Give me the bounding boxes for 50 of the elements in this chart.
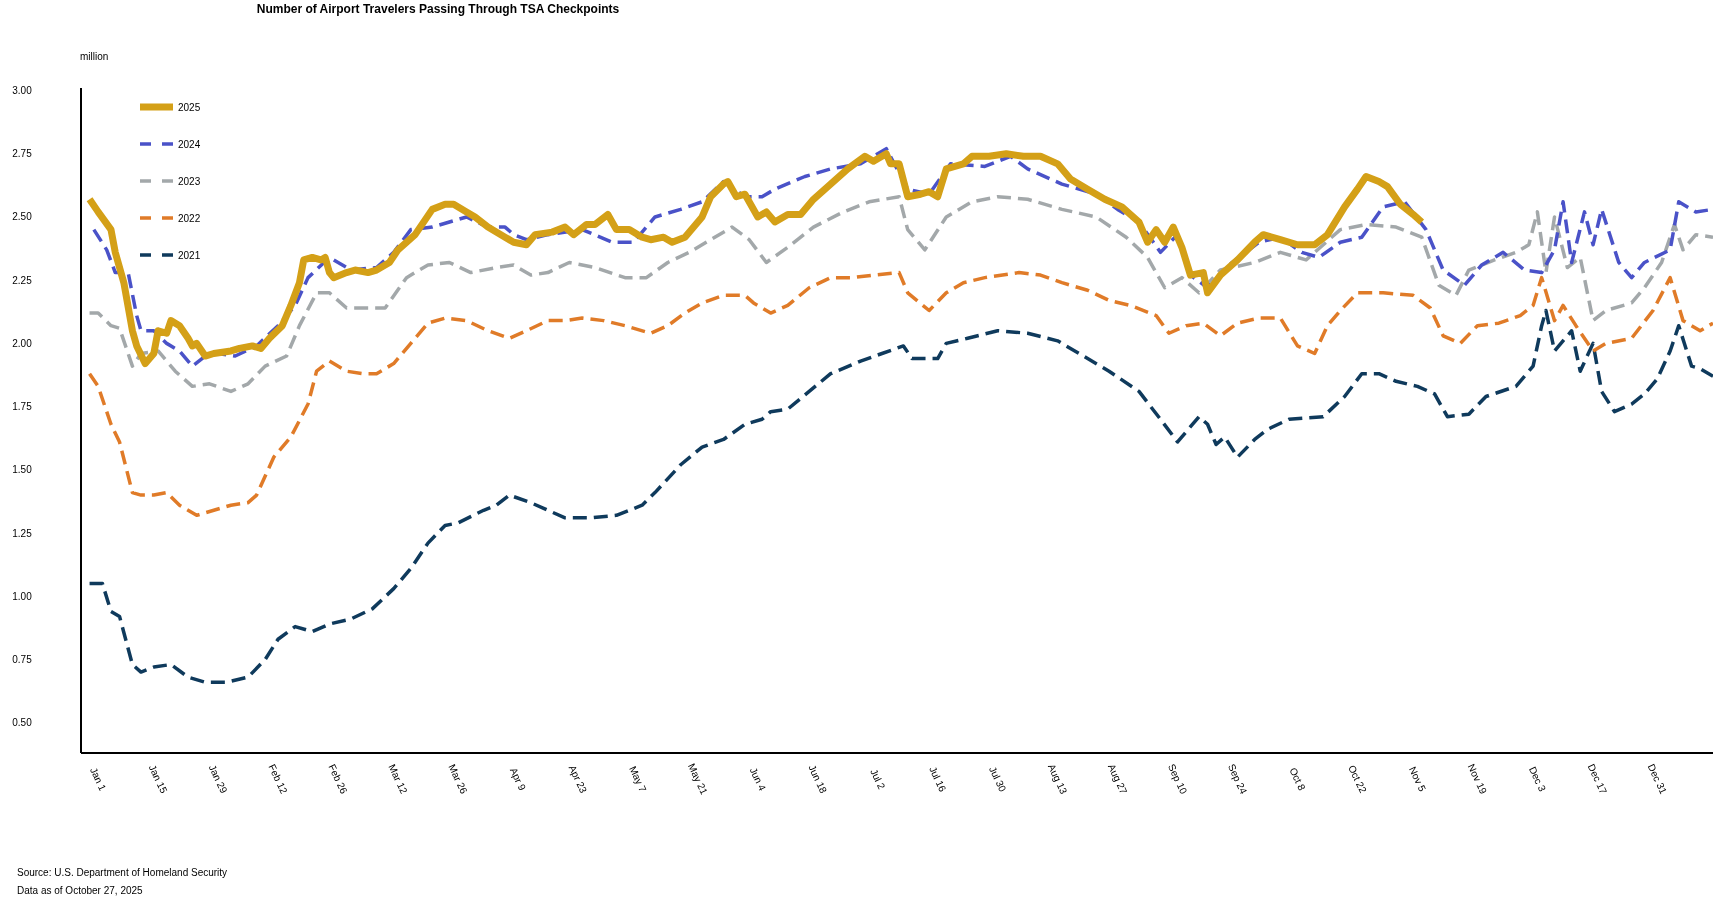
legend-label: 2022 — [178, 212, 201, 224]
x-tick-label: Oct 8 — [1287, 765, 1308, 793]
x-tick-label: Jan 1 — [87, 765, 109, 793]
x-tick-label: May 21 — [685, 761, 710, 797]
legend-label: 2025 — [178, 101, 201, 113]
x-tick-label: Jul 30 — [987, 764, 1009, 794]
source-note: Source: U.S. Department of Homeland Security — [17, 867, 228, 878]
y-tick-label: 0.75 — [12, 653, 33, 665]
y-tick-label: 1.25 — [12, 527, 33, 539]
x-tick-label: Jan 29 — [206, 763, 230, 796]
x-tick-label: Mar 12 — [386, 762, 410, 796]
x-tick-label: Apr 23 — [566, 763, 590, 796]
x-tick-label: Feb 12 — [266, 762, 290, 796]
x-tick-label: Dec 3 — [1526, 764, 1549, 794]
y-tick-label: 0.50 — [12, 717, 33, 729]
y-axis-title: million — [80, 51, 109, 62]
x-tick-label: Sep 10 — [1165, 762, 1190, 797]
y-tick-label: 2.75 — [12, 148, 33, 160]
x-tick-label: Oct 22 — [1346, 763, 1369, 796]
legend-label: 2021 — [178, 249, 201, 261]
x-tick-label: Aug 13 — [1045, 762, 1070, 797]
x-tick-label: Jul 16 — [927, 764, 949, 794]
y-tick-label: 3.00 — [12, 85, 33, 97]
line-series — [87, 270, 1713, 518]
x-tick-label: Nov 19 — [1465, 762, 1490, 797]
line-series — [87, 194, 1713, 394]
y-tick-label: 1.50 — [12, 464, 33, 476]
y-tick-label: 1.75 — [12, 401, 33, 413]
x-tick-label: Sep 24 — [1225, 762, 1250, 797]
line-series — [87, 308, 1713, 684]
x-tick-label: Jun 18 — [806, 763, 830, 796]
y-tick-label: 2.00 — [12, 337, 33, 349]
x-tick-label: Mar 26 — [446, 762, 470, 796]
legend-label: 2023 — [178, 175, 201, 187]
x-tick-label: Jun 4 — [747, 765, 769, 793]
x-tick-label: May 7 — [627, 764, 649, 795]
y-tick-label: 2.50 — [12, 211, 33, 223]
x-tick-label: Nov 5 — [1406, 764, 1429, 794]
x-tick-label: Dec 17 — [1585, 762, 1610, 797]
text: Data as of October 27, 2025 — [17, 885, 144, 896]
legend-label: 2024 — [178, 138, 201, 150]
x-tick-label: Feb 26 — [326, 762, 350, 796]
y-tick-label: 2.25 — [12, 274, 33, 286]
x-tick-label: Dec 31 — [1645, 762, 1670, 797]
x-tick-label: Jul 2 — [868, 767, 888, 792]
x-tick-label: Apr 9 — [507, 765, 529, 793]
chart-title: Number of Airport Travelers Passing Through TSA Checkpoints — [256, 2, 620, 16]
y-tick-label: 1.00 — [12, 590, 33, 602]
x-tick-label: Aug 27 — [1105, 762, 1130, 797]
x-tick-label: Jan 15 — [146, 763, 170, 796]
